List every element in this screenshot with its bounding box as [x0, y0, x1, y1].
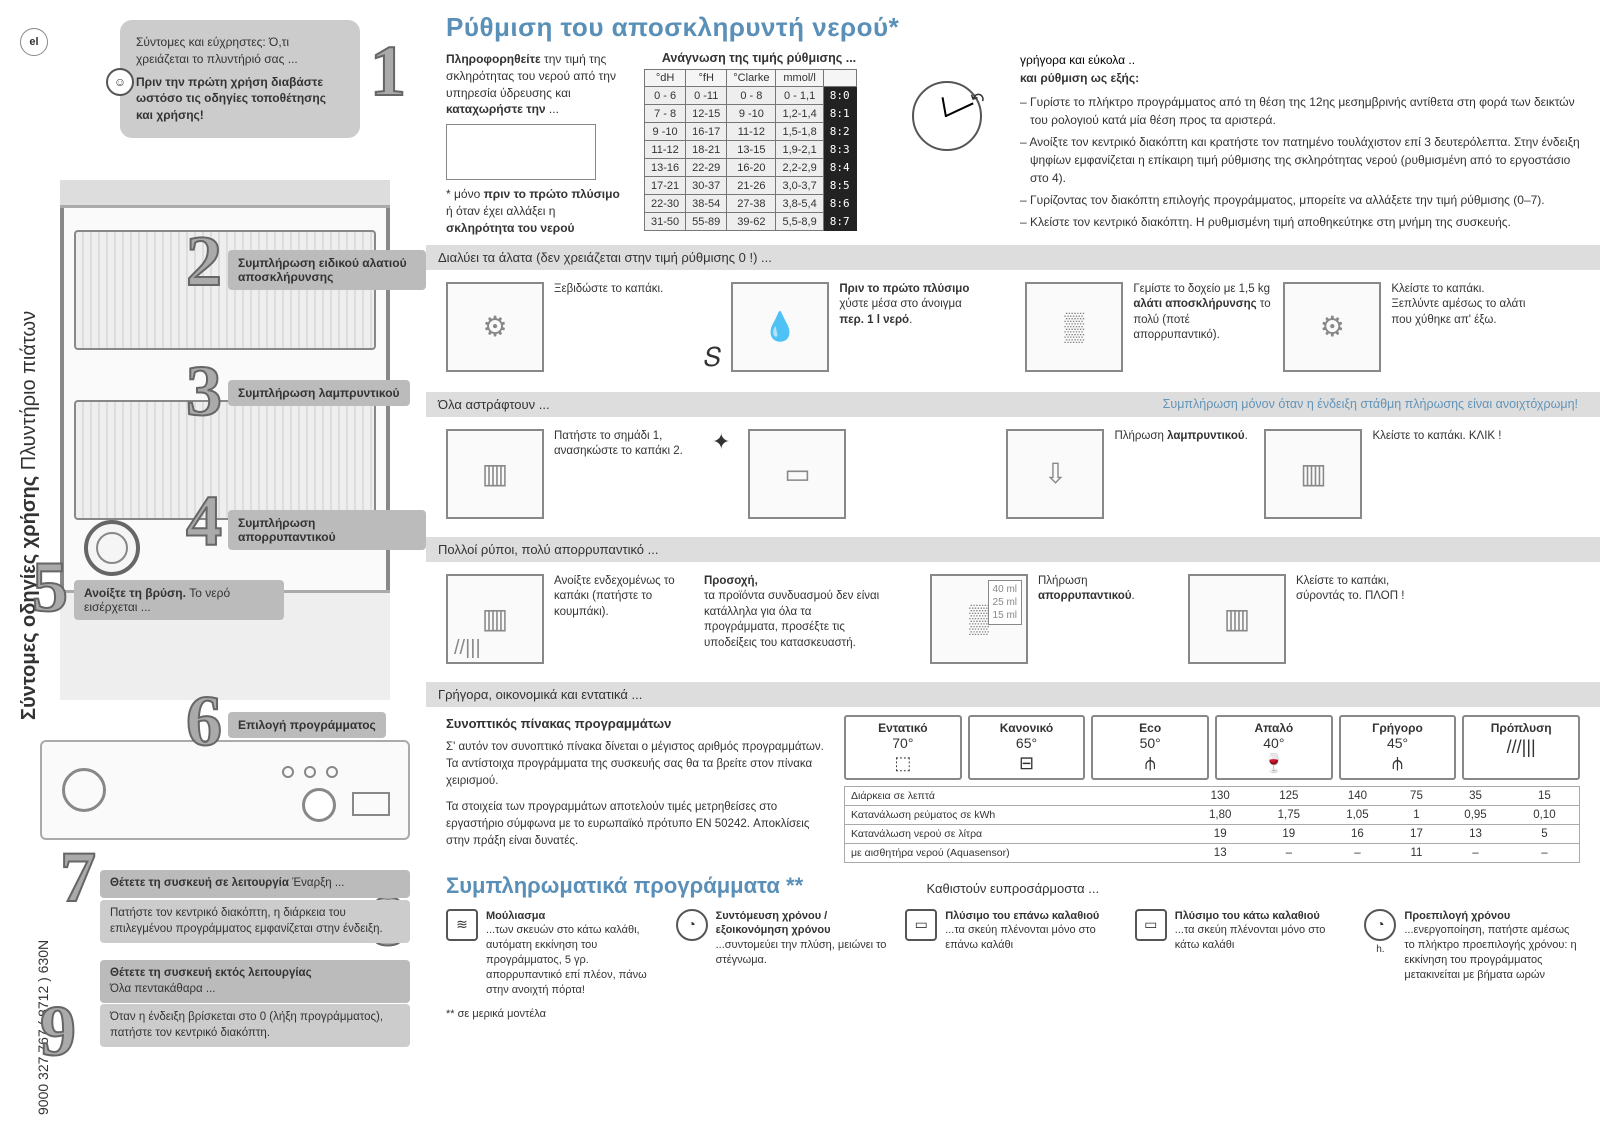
- option-4: ◔h.Προεπιλογή χρόνου...ενεργοποίηση, πατ…: [1364, 909, 1580, 998]
- section1-title: Ρύθμιση του αποσκληρυντή νερού*: [446, 12, 1580, 43]
- salt-cap-open-icon: ⚙: [446, 282, 544, 372]
- clock-icon: ↶: [912, 81, 982, 151]
- step6-label: Επιλογή προγράμματος: [228, 712, 386, 738]
- rinse-open-icon: ▥: [446, 429, 544, 519]
- intro-box: ☺ Σύντομες και εύχρηστες: Ό,τι χρειάζετα…: [120, 20, 360, 138]
- value-input-box: [446, 124, 596, 180]
- program-text: Συνοπτικός πίνακας προγραμμάτων Σ' αυτόν…: [446, 715, 826, 863]
- salt-cap-icon: [84, 520, 140, 576]
- band-detergent: Πολλοί ρύποι, πολύ απορρυπαντικό ...: [426, 537, 1600, 562]
- option-0: ≋Μούλιασμα...των σκευών στο κάτω καλάθι,…: [446, 909, 662, 998]
- option-1: ◔Συντόμευση χρόνου / εξοικονόμηση χρόνου…: [676, 909, 892, 998]
- section1: Πληροφορηθείτε την τιμή της σκληρότητας …: [446, 51, 1580, 237]
- rinse-fill-icon: ⇩: [1006, 429, 1104, 519]
- control-panel-illustration: [40, 740, 410, 840]
- option-3: ▭Πλύσιμο του κάτω καλαθιού...τα σκεύη πλ…: [1135, 909, 1351, 998]
- det-close-icon: ▥: [1188, 574, 1286, 664]
- sec8-title: Συμπληρωματικά προγράμματα **: [446, 873, 803, 898]
- left-column: el Σύντομες οδηγίες χρήσης Πλυντήριο πιά…: [0, 0, 426, 1131]
- band-rinse: Όλα αστράφτουν ...Συμπλήρωση μόνον όταν …: [426, 392, 1600, 417]
- step3-label: Συμπλήρωση λαμπρυντικού: [228, 380, 410, 406]
- intro-line2: Πριν την πρώτη χρήση διαβάστε ωστόσο τις…: [136, 75, 326, 123]
- salt-fill-icon: ▒: [1025, 282, 1123, 372]
- det-warning: Προσοχή,τα προϊόντα συνδυασμού δεν είναι…: [704, 574, 884, 652]
- step-number-9: 9: [40, 990, 90, 1060]
- sec1-left: Πληροφορηθείτε την τιμή της σκληρότητας …: [446, 51, 626, 237]
- step9-label: Θέτετε τη συσκευή εκτός λειτουργίαςΌλα π…: [100, 960, 410, 1003]
- salt-step-a: Ξεβιδώστε το καπάκι.: [554, 282, 694, 298]
- s-curve-icon: 𝑆: [704, 342, 721, 374]
- rinse-empty-icon: ▭: [748, 429, 846, 519]
- smiley-icon: ☺: [106, 68, 134, 96]
- sec8-tag: Καθιστούν ευπροσάρμοστα ...: [926, 881, 1099, 896]
- option-2: ▭Πλύσιμο του επάνω καλαθιού...τα σκεύη π…: [905, 909, 1121, 998]
- det-step-b: Πλήρωση απορρυπαντικού.: [1038, 574, 1178, 605]
- step2-label: Συμπλήρωση ειδικού αλατιού αποσκλήρυνσης: [228, 250, 426, 290]
- rinse-step-c: Κλείστε το καπάκι. ΚΛΙΚ !: [1372, 429, 1512, 445]
- language-badge: el: [20, 28, 48, 56]
- salt-pour-water-icon: 💧: [731, 282, 829, 372]
- sec1-mid: Ανάγνωση της τιμής ρύθμισης ... °dH°fH°C…: [644, 51, 874, 237]
- step7-text: Πατήστε τον κεντρικό διακόπτη, η διάρκει…: [100, 900, 410, 943]
- salt-cap-close-icon: ⚙: [1283, 282, 1381, 372]
- det-open-icon: ▥//|||: [446, 574, 544, 664]
- rinse-close-icon: ▥: [1264, 429, 1362, 519]
- hardness-table: °dH°fH°Clarkemmol/l 0 - 60 -110 - 80 - 1…: [644, 69, 857, 231]
- band-salt: Διαλύει τα άλατα (δεν χρειάζεται στην τι…: [426, 245, 1600, 270]
- program-table: Εντατικό70°⬚Κανονικό65°⊟Eco50°⫛Απαλό40°🍷…: [844, 715, 1580, 863]
- footnote: ** σε μερικά μοντέλα: [446, 1008, 1580, 1020]
- sec1-right: γρήγορα και εύκολα .. και ρύθμιση ως εξή…: [1020, 51, 1580, 237]
- intro-line1: Σύντομες και εύχρηστες: Ό,τι χρειάζεται …: [136, 34, 344, 68]
- salt-steps: ⚙ Ξεβιδώστε το καπάκι. 𝑆 💧 Πριν το πρώτο…: [446, 278, 1580, 384]
- step9-text: Όταν η ένδειξη βρίσκεται στο 0 (λήξη προ…: [100, 1004, 410, 1047]
- salt-step-c: Γεμίστε το δοχείο με 1,5 kg αλάτι αποσκλ…: [1133, 282, 1273, 344]
- rinse-step-a: Πατήστε το σημάδι 1, ανασηκώστε το καπάκ…: [554, 429, 694, 460]
- step5-label: Ανοίξτε τη βρύση. Το νερό εισέρχεται ...: [74, 580, 284, 620]
- det-step-c: Κλείστε το καπάκι, σύροντάς το. ΠΛΟΠ !: [1296, 574, 1436, 605]
- rinse-steps: ▥ Πατήστε το σημάδι 1, ανασηκώστε το καπ…: [446, 425, 1580, 529]
- step7-label: Θέτετε τη συσκευή σε λειτουργία Έναρξη .…: [100, 870, 410, 898]
- rinse-step-b: Πλήρωση λαμπρυντικού.: [1114, 429, 1254, 445]
- det-step-a: Ανοίξτε ενδεχομένως το καπάκι (πατήστε τ…: [554, 574, 694, 621]
- band-programs: Γρήγορα, οικονομικά και εντατικά ...: [426, 682, 1600, 707]
- section8: Συμπληρωματικά προγράμματα ** Καθιστούν …: [446, 873, 1580, 1020]
- det-fill-icon: ▒40 ml25 ml15 ml: [930, 574, 1028, 664]
- sparkle-icon: ✦: [712, 429, 730, 455]
- main-content: Ρύθμιση του αποσκληρυντή νερού* Πληροφορ…: [426, 0, 1600, 1131]
- step4-label: Συμπλήρωση απορρυπαντικού: [228, 510, 426, 550]
- salt-step-d: Κλείστε το καπάκι. Ξεπλύντε αμέσως το αλ…: [1391, 282, 1531, 329]
- clock-wrap: ↶: [892, 51, 1002, 237]
- step-number-1: 1: [370, 30, 420, 100]
- program-section: Συνοπτικός πίνακας προγραμμάτων Σ' αυτόν…: [446, 715, 1580, 863]
- salt-step-b: Πριν το πρώτο πλύσιμο χύστε μέσα στο άνο…: [839, 282, 979, 329]
- vertical-title: Σύντομες οδηγίες χρήσης Πλυντήριο πιάτων: [18, 311, 41, 720]
- detergent-steps: ▥//||| Ανοίξτε ενδεχομένως το καπάκι (πα…: [446, 570, 1580, 674]
